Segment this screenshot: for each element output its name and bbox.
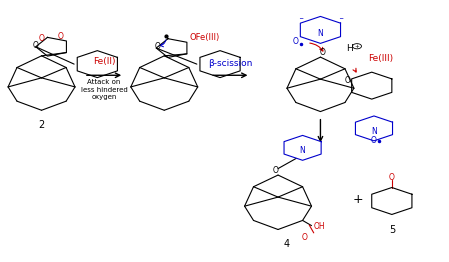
- Text: H: H: [346, 43, 353, 53]
- Text: ─: ─: [339, 17, 342, 21]
- Text: Attack on
less hindered
oxygen: Attack on less hindered oxygen: [81, 79, 128, 100]
- Text: O: O: [33, 41, 39, 50]
- Text: O: O: [293, 37, 299, 46]
- Text: ─: ─: [299, 17, 302, 21]
- Text: O: O: [371, 136, 377, 145]
- Text: Fe(III): Fe(III): [368, 54, 393, 63]
- Text: N: N: [371, 127, 377, 135]
- Text: O: O: [273, 166, 279, 175]
- Text: 4: 4: [284, 239, 290, 249]
- Text: N: N: [300, 146, 305, 155]
- Text: O: O: [302, 233, 308, 242]
- Text: 5: 5: [389, 225, 395, 234]
- Text: N: N: [317, 29, 323, 37]
- Text: 2: 2: [39, 119, 44, 129]
- Text: β-scission: β-scission: [208, 59, 252, 68]
- Text: O: O: [58, 32, 64, 41]
- Text: OFe(III): OFe(III): [189, 33, 220, 42]
- Text: O: O: [320, 48, 326, 57]
- Text: O: O: [154, 42, 160, 51]
- Text: +: +: [355, 44, 359, 49]
- Text: +: +: [353, 193, 364, 206]
- Text: O: O: [39, 34, 44, 43]
- Text: Fe(II): Fe(II): [93, 57, 115, 66]
- Text: O: O: [344, 76, 350, 85]
- Text: O: O: [389, 173, 395, 182]
- Text: OH: OH: [314, 222, 326, 231]
